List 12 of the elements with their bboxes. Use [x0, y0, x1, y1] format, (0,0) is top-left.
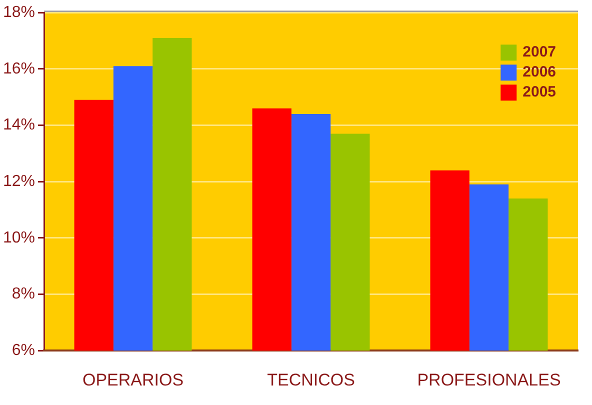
y-tick-label: 16%	[2, 60, 36, 78]
x-tick-label: OPERARIOS	[82, 370, 184, 390]
y-tick-label: 14%	[2, 116, 36, 134]
y-tick-label: 10%	[2, 229, 36, 246]
x-tick-label: TECNICOS	[267, 370, 355, 390]
legend-label: 2007	[522, 44, 556, 61]
x-tick-label: PROFESIONALES	[417, 370, 561, 390]
legend-label: 2005	[522, 84, 556, 101]
y-tick-label: 12%	[2, 173, 36, 190]
y-tick-label: 6%	[12, 342, 36, 360]
y-tick-label: 18%	[2, 4, 36, 22]
y-tick-label: 8%	[12, 286, 36, 303]
